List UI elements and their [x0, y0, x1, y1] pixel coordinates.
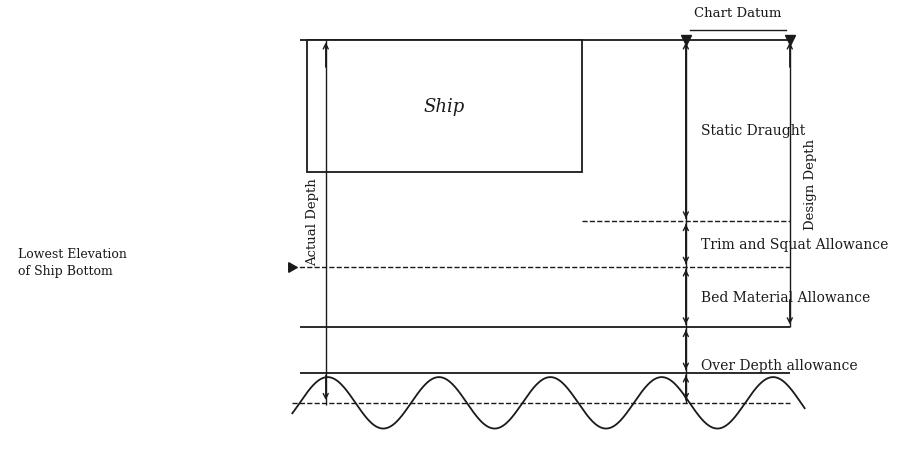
Text: Trim and Squat Allowance: Trim and Squat Allowance [701, 237, 888, 251]
Text: Bed Material Allowance: Bed Material Allowance [701, 290, 870, 304]
Bar [307, 41, 582, 173]
Text: Over Depth allowance: Over Depth allowance [701, 358, 857, 372]
Text: of Ship Bottom: of Ship Bottom [17, 264, 113, 277]
Text: Lowest Elevation: Lowest Elevation [17, 247, 127, 260]
Text: Ship: Ship [424, 97, 465, 115]
Text: Design Depth: Design Depth [804, 138, 817, 230]
Text: Chart Datum: Chart Datum [694, 7, 781, 20]
Text: Actual Depth: Actual Depth [306, 178, 319, 266]
Text: Static Draught: Static Draught [701, 124, 805, 138]
